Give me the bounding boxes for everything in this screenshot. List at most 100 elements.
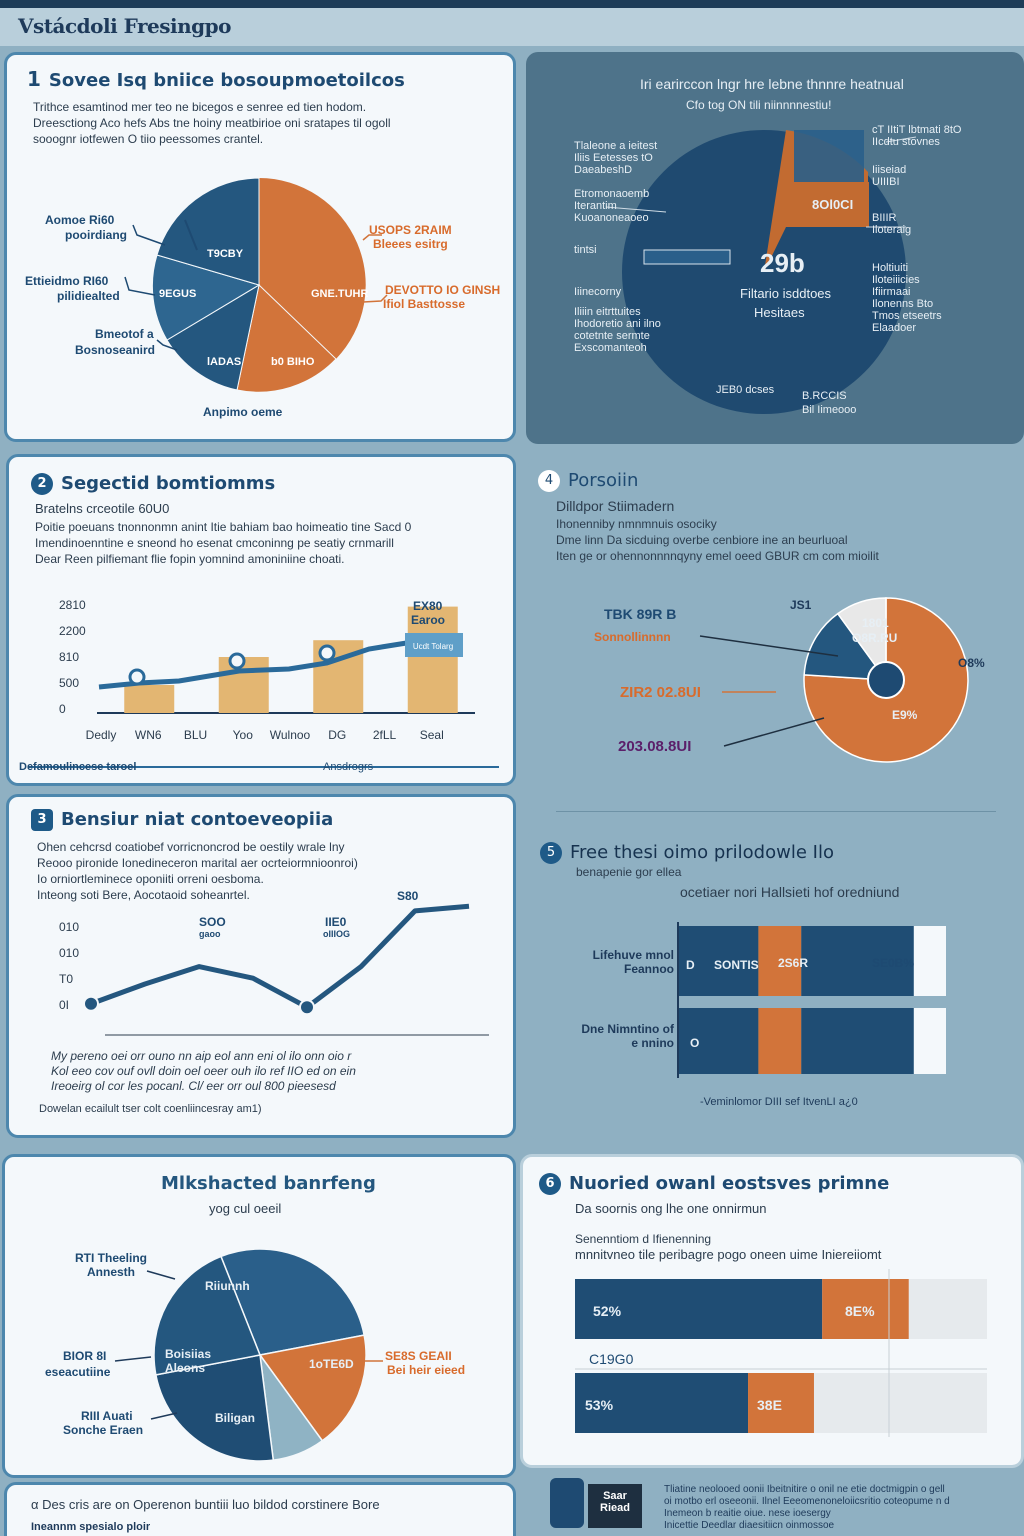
label: gaoo bbox=[199, 929, 221, 939]
bar-orange bbox=[748, 1373, 814, 1433]
leader-line bbox=[699, 635, 839, 657]
label: RIII Auati bbox=[81, 1409, 133, 1423]
label: pooirdiang bbox=[65, 228, 127, 242]
label: pilidiealted bbox=[57, 289, 120, 303]
panel-subtitle: yog cul oeeil bbox=[209, 1201, 282, 1216]
leader-line bbox=[114, 1356, 152, 1362]
label: eseacutiine bbox=[45, 1365, 111, 1379]
panel-description: Trithce esamtinod mer teo ne bicegos e s… bbox=[33, 100, 391, 146]
label: IIE0 bbox=[325, 915, 347, 929]
row-label: Dne Nimntino of e nnino bbox=[581, 1022, 674, 1050]
row-label: Lifehuve mnol Feannoo bbox=[592, 948, 674, 976]
footer-left-panel: α Des cris are on Operenon buntiii luo b… bbox=[4, 1482, 516, 1536]
y-tick-label: T0 bbox=[59, 972, 73, 986]
phone-icon bbox=[550, 1478, 584, 1528]
footer-text: Ineannm spesialo ploir bbox=[31, 1521, 151, 1533]
label: Ifiol Basttosse bbox=[383, 297, 466, 311]
slice-label: Riiunnh bbox=[205, 1279, 250, 1293]
x-tick-label: Seal bbox=[420, 728, 444, 742]
label: Bleees esitrg bbox=[373, 237, 448, 251]
panel-title: 5 Free thesi oimo prilodowle Ilo bbox=[540, 842, 834, 864]
leader-line bbox=[146, 1270, 176, 1280]
label: JS1 bbox=[790, 598, 812, 612]
slice-label: GNE.TUHR bbox=[311, 288, 369, 300]
panel-donut-dark: Iri earirccon lngr hre lebne thnnre heat… bbox=[526, 52, 1024, 444]
tag-box bbox=[405, 633, 463, 657]
x-tick-label: 2fLL bbox=[373, 728, 397, 742]
annotation: Earoo bbox=[411, 613, 446, 627]
bar-label: 2S6R bbox=[778, 956, 809, 970]
footer-left: Defamoulincese taroel bbox=[19, 761, 137, 773]
series-line bbox=[90, 903, 470, 1010]
panel-line-chart: 3 Bensiur niat contoeveopiia Ohen cehcrsd… bbox=[6, 794, 516, 1138]
mid-label: C19G0 bbox=[589, 1351, 634, 1367]
bar-label: 52% bbox=[593, 1303, 622, 1319]
label: Sonnollinnnn bbox=[594, 630, 671, 644]
donut-hole bbox=[867, 661, 905, 699]
line-point bbox=[128, 668, 146, 686]
bottom-label: B.RCCIS bbox=[802, 390, 847, 402]
page-title: Vstácdoli Fresingpo bbox=[18, 14, 231, 38]
panel-title: 3 Bensiur niat contoeveopiia bbox=[31, 809, 333, 831]
bar-label: 38E bbox=[757, 1397, 782, 1413]
label: Annesth bbox=[87, 1265, 135, 1279]
chart-notes: My pereno oei orr ouno nn aip eol ann en… bbox=[51, 1049, 356, 1093]
bar-line-chart: 2810 2200 810 500 0 Dedly WN6 BLU Yoo Wulnoo DG 2fL… bbox=[29, 598, 499, 768]
slice-label: Biligan bbox=[215, 1411, 256, 1425]
y-tick-label: 010 bbox=[59, 946, 79, 960]
bar-segment bbox=[913, 1008, 946, 1074]
y-tick-label: 2200 bbox=[59, 624, 86, 638]
line-point bbox=[318, 644, 336, 662]
bottom-label: Bil Iimeooo bbox=[802, 404, 857, 416]
slice-label: T9CBY bbox=[207, 248, 244, 260]
tag-label: Ucdt Tolarg bbox=[413, 642, 453, 651]
panel-bar-line: 2 Segectid bomtiomms Bratelns crceotile 6… bbox=[6, 454, 516, 786]
donut-chart bbox=[605, 130, 917, 414]
bar-label: D bbox=[686, 958, 695, 972]
series-line bbox=[98, 634, 458, 690]
pie-chart-2 bbox=[114, 1248, 383, 1462]
label: Bosnoseanird bbox=[75, 343, 156, 357]
footer-text: α Des cris are on Operenon buntiii luo b… bbox=[31, 1497, 380, 1512]
line-point bbox=[299, 999, 315, 1016]
leader-line bbox=[723, 717, 825, 747]
label: E9% bbox=[892, 708, 918, 722]
panel-title: Iri earirccon lngr hre lebne thnnre heat… bbox=[640, 76, 904, 92]
y-tick-label: 810 bbox=[59, 650, 79, 664]
pie-slice bbox=[151, 254, 261, 341]
slice-label: 1oTE6D bbox=[309, 1357, 354, 1371]
line-point bbox=[83, 995, 99, 1012]
panel-subtitle: Bratelns crceotile 60U0 bbox=[35, 501, 170, 516]
label: S80 bbox=[397, 889, 419, 903]
bar-orange bbox=[822, 1279, 909, 1339]
label: ZIR2 02.8UI bbox=[620, 684, 701, 701]
slice-label: Boisiias Aleons bbox=[165, 1347, 212, 1375]
label: Ettieidmo RI60 bbox=[25, 274, 109, 288]
leader-line bbox=[150, 1412, 178, 1420]
label: BIOR 8I bbox=[63, 1349, 107, 1363]
label: Aomoe Ri60 bbox=[45, 213, 115, 227]
panel-title: 1 Sovee Isq bniice bosoupmoetoilcos bbox=[27, 67, 405, 91]
panel-title: 4 Porsoiin bbox=[538, 470, 638, 492]
center-value: 29b bbox=[760, 248, 805, 278]
bar bbox=[407, 606, 458, 713]
panel-footer: Dowelan ecailult tser colt coenliincesra… bbox=[39, 1103, 262, 1115]
panel-horizontal-bars: 6 Nuoried owanl eostsves primne Da soorni… bbox=[520, 1154, 1024, 1468]
panel-subtitle: Dilldpor Stiimadern bbox=[556, 498, 675, 514]
y-tick-label: 0 bbox=[59, 702, 66, 716]
panel-footer: -Veminlomor DIII sef ItvenLI a¿0 bbox=[700, 1096, 858, 1108]
bar-segment bbox=[758, 926, 802, 996]
pie-slice bbox=[153, 1255, 262, 1376]
x-tick-label: BLU bbox=[184, 728, 207, 742]
slice-label: lADAS bbox=[207, 356, 241, 368]
footer-badge: Saar Riead bbox=[588, 1484, 642, 1528]
label: SOO bbox=[199, 915, 226, 929]
label: TBK 89R B bbox=[604, 606, 677, 622]
panel-subtitle: Da soornis ong lhe one onnirmun bbox=[575, 1201, 767, 1216]
panel-description: Ohen cehcrsd coatiobef vorricnoncrod be … bbox=[37, 840, 358, 902]
pie-slice bbox=[784, 182, 869, 227]
slice-label: 9EGUS bbox=[159, 288, 196, 300]
footer: α Des cris are on Operenon buntiii luo b… bbox=[0, 1478, 1024, 1536]
footer-notes: Tliatine neolooed oonii Ibeitnitire o on… bbox=[664, 1484, 950, 1531]
label: O8R.RU bbox=[852, 631, 898, 645]
